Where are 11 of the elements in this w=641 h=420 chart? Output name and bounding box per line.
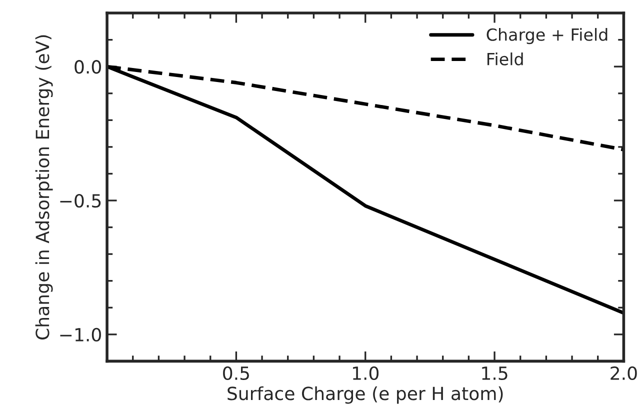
x-axis-title: Surface Charge (e per H atom) [228,386,503,404]
y-tick-label: 0.0 [74,60,101,74]
y-axis-title: Change in Adsorption Energy (eV) [35,35,53,340]
y-tick-label: −0.5 [60,194,101,208]
x-tick-label: 0.5 [223,366,249,380]
x-tick-label: 1.5 [482,366,508,380]
x-tick-label: 1.0 [352,366,379,380]
y-tick-label: −1.0 [60,328,101,342]
legend-label: Field [487,52,523,66]
x-tick-label: 2.0 [610,366,637,380]
legend-label: Charge + Field [486,28,608,44]
